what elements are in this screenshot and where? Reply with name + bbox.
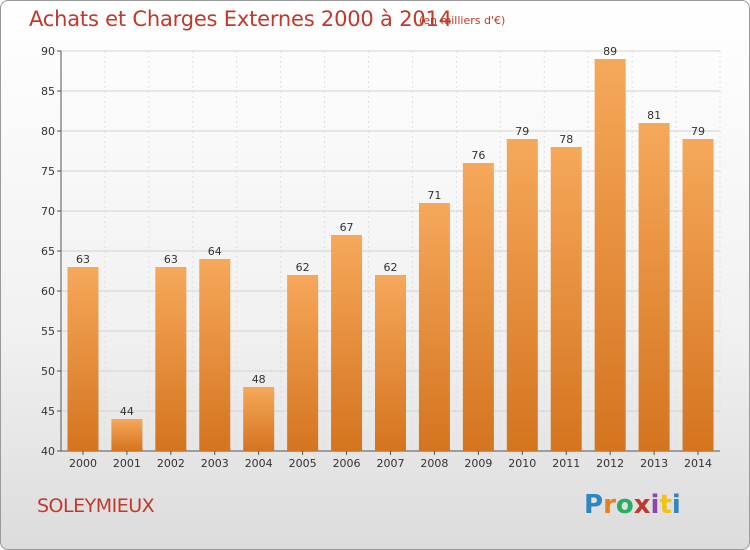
logo-letter: i bbox=[671, 490, 681, 520]
data-label: 81 bbox=[647, 109, 661, 122]
xtick-label: 2006 bbox=[333, 457, 361, 470]
chart-unit: (en milliers d'€) bbox=[419, 14, 506, 27]
bar bbox=[506, 139, 538, 451]
xtick-label: 2008 bbox=[420, 457, 448, 470]
data-label: 62 bbox=[296, 261, 310, 274]
logo-letter: t bbox=[659, 490, 672, 520]
data-label: 63 bbox=[76, 253, 90, 266]
xtick-label: 2010 bbox=[508, 457, 536, 470]
data-label: 71 bbox=[427, 189, 441, 202]
ytick-label: 40 bbox=[41, 445, 55, 458]
bar bbox=[243, 387, 275, 451]
xtick-label: 2004 bbox=[245, 457, 273, 470]
logo-letter: o bbox=[615, 490, 634, 520]
ytick-label: 85 bbox=[41, 85, 55, 98]
bar bbox=[331, 235, 363, 451]
data-label: 44 bbox=[120, 405, 134, 418]
ytick-label: 50 bbox=[41, 365, 55, 378]
data-label: 79 bbox=[515, 125, 529, 138]
data-label: 89 bbox=[603, 45, 617, 58]
bar bbox=[67, 267, 99, 451]
xtick-label: 2000 bbox=[69, 457, 97, 470]
data-label: 62 bbox=[384, 261, 398, 274]
proxiti-logo: Proxiti bbox=[584, 490, 681, 520]
data-label: 63 bbox=[164, 253, 178, 266]
xtick-label: 2003 bbox=[201, 457, 229, 470]
xtick-label: 2011 bbox=[552, 457, 580, 470]
xtick-label: 2009 bbox=[464, 457, 492, 470]
xtick-label: 2001 bbox=[113, 457, 141, 470]
data-label: 67 bbox=[340, 221, 354, 234]
xtick-label: 2013 bbox=[640, 457, 668, 470]
ytick-label: 80 bbox=[41, 125, 55, 138]
xtick-label: 2005 bbox=[289, 457, 317, 470]
logo-letter: x bbox=[633, 490, 651, 520]
data-label: 76 bbox=[471, 149, 485, 162]
ytick-label: 65 bbox=[41, 245, 55, 258]
ytick-label: 60 bbox=[41, 285, 55, 298]
logo-letter: r bbox=[603, 490, 616, 520]
bar bbox=[111, 419, 143, 451]
bar bbox=[375, 275, 406, 451]
bars bbox=[67, 59, 714, 451]
bar bbox=[287, 275, 319, 451]
bar bbox=[594, 59, 626, 451]
commune-name: SOLEYMIEUX bbox=[37, 495, 155, 517]
bar bbox=[418, 203, 450, 451]
data-labels: 63 44 63 64 48 62 67 62 71 76 79 78 89 81 79 bbox=[76, 45, 705, 418]
bar bbox=[462, 163, 494, 451]
bar bbox=[550, 147, 582, 451]
xtick-label: 2002 bbox=[157, 457, 185, 470]
ytick-label: 75 bbox=[41, 165, 55, 178]
bar bbox=[682, 139, 714, 451]
ytick-label: 70 bbox=[41, 205, 55, 218]
xtick-label: 2014 bbox=[684, 457, 712, 470]
data-label: 64 bbox=[208, 245, 222, 258]
logo-letter: P bbox=[584, 490, 604, 520]
data-label: 79 bbox=[691, 125, 705, 138]
bar bbox=[199, 259, 231, 451]
xtick-label: 2012 bbox=[596, 457, 624, 470]
data-label: 48 bbox=[252, 373, 266, 386]
ytick-label: 55 bbox=[41, 325, 55, 338]
bar bbox=[638, 123, 670, 451]
xtick-label: 2007 bbox=[377, 457, 405, 470]
bar bbox=[155, 267, 187, 451]
ytick-label: 90 bbox=[41, 45, 55, 58]
axes: 40 45 50 55 60 65 70 75 80 85 90 2000 2001 2002 2003 20… bbox=[41, 45, 720, 470]
logo-letter: i bbox=[650, 490, 660, 520]
ytick-label: 45 bbox=[41, 405, 55, 418]
data-label: 78 bbox=[559, 133, 573, 146]
chart-title: Achats et Charges Externes 2000 à 2014 bbox=[29, 7, 452, 31]
